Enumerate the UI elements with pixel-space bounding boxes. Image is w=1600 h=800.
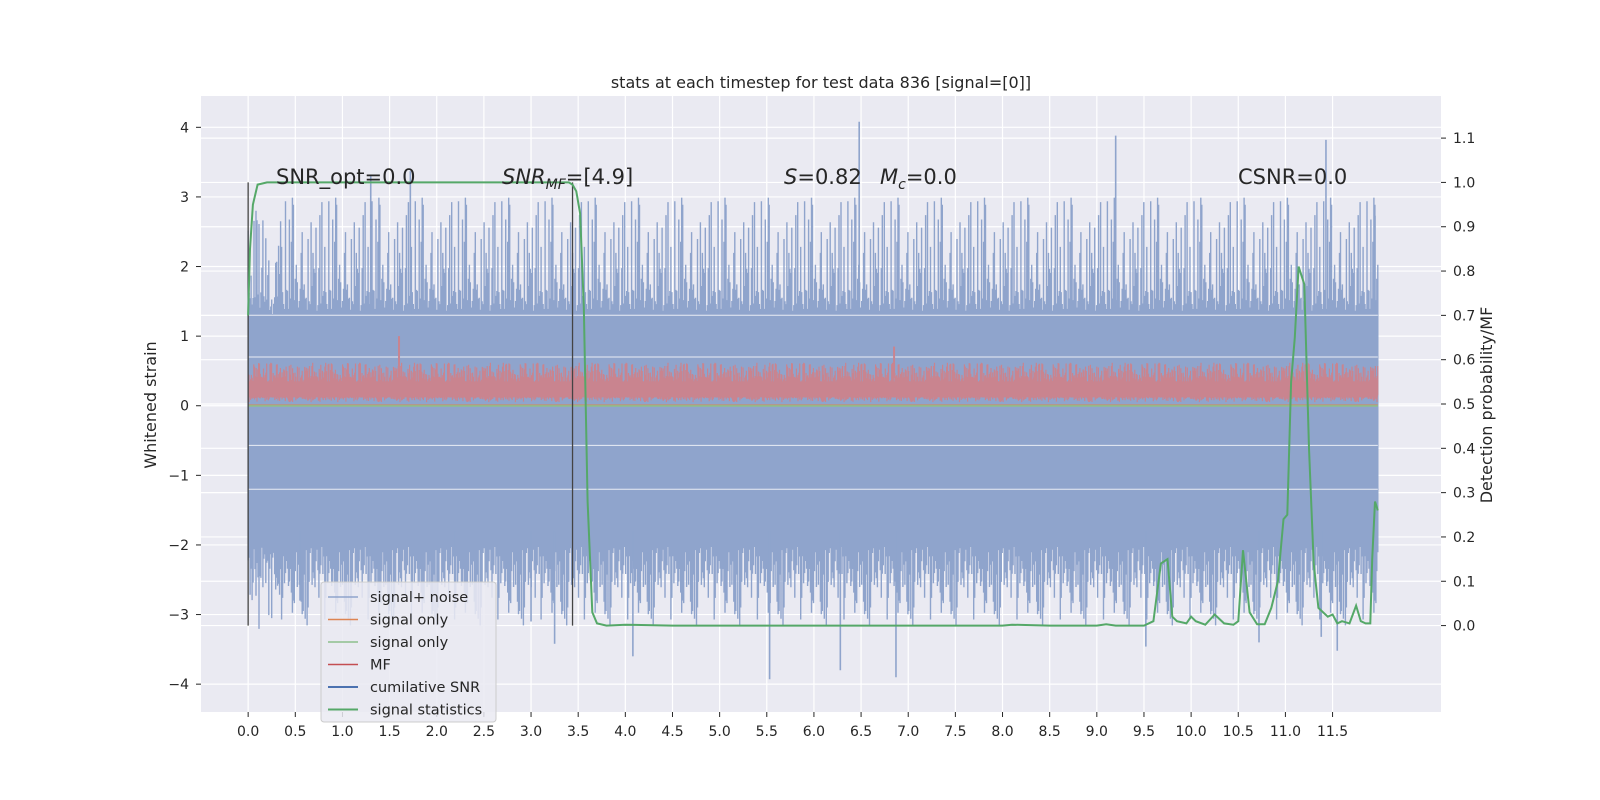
y2-axis-label: Detection probability/MF: [1477, 307, 1496, 504]
x-tick-label: 4.5: [661, 724, 683, 740]
y2-tick-label: 0.2: [1453, 530, 1475, 546]
annotation-mc: Mc=0.0: [880, 165, 957, 193]
y2-tick-label: 1.1: [1453, 131, 1475, 147]
mc-symbol: M: [880, 165, 898, 189]
annotation-snr-opt: SNR_opt=0.0: [276, 165, 416, 190]
annotations: SNR_opt=0.0 SNRMF=[4.9] S=0.82 Mc=0.0 CS…: [276, 165, 1347, 193]
legend: signal+ noise signal only signal only MF cum…: [320, 581, 497, 723]
legend-label: signal only: [370, 613, 449, 629]
snr-mf-subscript: MF: [546, 177, 567, 193]
x-tick-label: 1.5: [378, 724, 400, 740]
legend-label: cumilative SNR: [370, 680, 480, 696]
annotation-csnr: CSNR=0.0: [1238, 165, 1347, 189]
noise-core-band: [248, 315, 1378, 511]
y-tick-label: 0: [180, 399, 189, 415]
annotation-snr-mf: SNRMF=[4.9]: [502, 165, 633, 193]
legend-label: signal+ noise: [370, 590, 468, 606]
s-symbol: S: [784, 165, 797, 189]
y-tick-label: 3: [180, 190, 189, 206]
y2-tick-label: 1.0: [1453, 175, 1475, 191]
x-tick-label: 2.0: [426, 724, 448, 740]
y-tick-label: −1: [168, 468, 189, 484]
mf-core-band: [248, 381, 1378, 398]
x-tick-label: 5.0: [708, 724, 730, 740]
x-tick-label: 8.0: [991, 724, 1013, 740]
x-tick-label: 7.0: [897, 724, 919, 740]
y2-tick-label: 0.5: [1453, 397, 1475, 413]
y-tick-label: −3: [168, 608, 189, 624]
y-tick-label: 4: [180, 120, 189, 136]
snr-mf-symbol: SNR: [502, 165, 546, 189]
x-tick-label: 1.0: [331, 724, 353, 740]
x-tick-label: 6.5: [850, 724, 872, 740]
x-tick-label: 9.5: [1133, 724, 1155, 740]
y2-axis-ticks: 0.0 0.1 0.2 0.3 0.4 0.5 0.6 0.7 0.8 0.9 1.0 1.1: [1441, 131, 1475, 635]
annotation-s: S=0.82: [784, 165, 862, 189]
snr-mf-value: =[4.9]: [566, 165, 633, 189]
x-tick-label: 7.5: [944, 724, 966, 740]
x-axis-ticks: 0.0 0.5 1.0 1.5 2.0 2.5 3.0 3.5 4.0 4.5 5.0 5.5 6.0 6…: [237, 712, 1348, 740]
mc-value: =0.0: [906, 165, 957, 189]
y2-tick-label: 0.8: [1453, 264, 1475, 280]
x-tick-label: 10.5: [1223, 724, 1254, 740]
y-axis-label: Whitened strain: [141, 341, 160, 468]
mc-subscript: c: [898, 177, 906, 193]
legend-label: signal only: [370, 635, 449, 651]
x-tick-label: 11.5: [1317, 724, 1348, 740]
x-tick-label: 3.5: [567, 724, 589, 740]
x-tick-label: 6.0: [803, 724, 825, 740]
s-value: =0.82: [797, 165, 861, 189]
x-tick-label: 2.5: [473, 724, 495, 740]
legend-label: MF: [370, 658, 391, 674]
y-axis-ticks: −4 −3 −2 −1 0 1 2 3 4: [168, 120, 201, 693]
plot-data-layer: [247, 121, 1379, 680]
legend-label: signal statistics: [370, 703, 482, 719]
y2-tick-label: 0.6: [1453, 353, 1475, 369]
y-tick-label: −2: [168, 538, 189, 554]
x-tick-label: 11.0: [1270, 724, 1301, 740]
y2-tick-label: 0.1: [1453, 574, 1475, 590]
y2-tick-label: 0.4: [1453, 441, 1475, 457]
y2-tick-label: 0.3: [1453, 486, 1475, 502]
y2-tick-label: 0.0: [1453, 619, 1475, 635]
y-tick-label: 1: [180, 329, 189, 345]
chart-title: stats at each timestep for test data 836…: [611, 73, 1031, 92]
x-tick-label: 4.0: [614, 724, 636, 740]
x-tick-label: 3.0: [520, 724, 542, 740]
x-tick-label: 9.0: [1086, 724, 1108, 740]
x-tick-label: 5.5: [756, 724, 778, 740]
x-tick-label: 8.5: [1039, 724, 1061, 740]
x-tick-label: 0.5: [284, 724, 306, 740]
x-tick-label: 0.0: [237, 724, 259, 740]
x-tick-label: 10.0: [1176, 724, 1207, 740]
y-tick-label: 2: [180, 260, 189, 276]
series-signal-statistics: [247, 181, 1379, 627]
legend-box: [320, 581, 497, 723]
y2-tick-label: 0.7: [1453, 308, 1475, 324]
y-tick-label: −4: [168, 677, 189, 693]
y2-tick-label: 0.9: [1453, 220, 1475, 236]
